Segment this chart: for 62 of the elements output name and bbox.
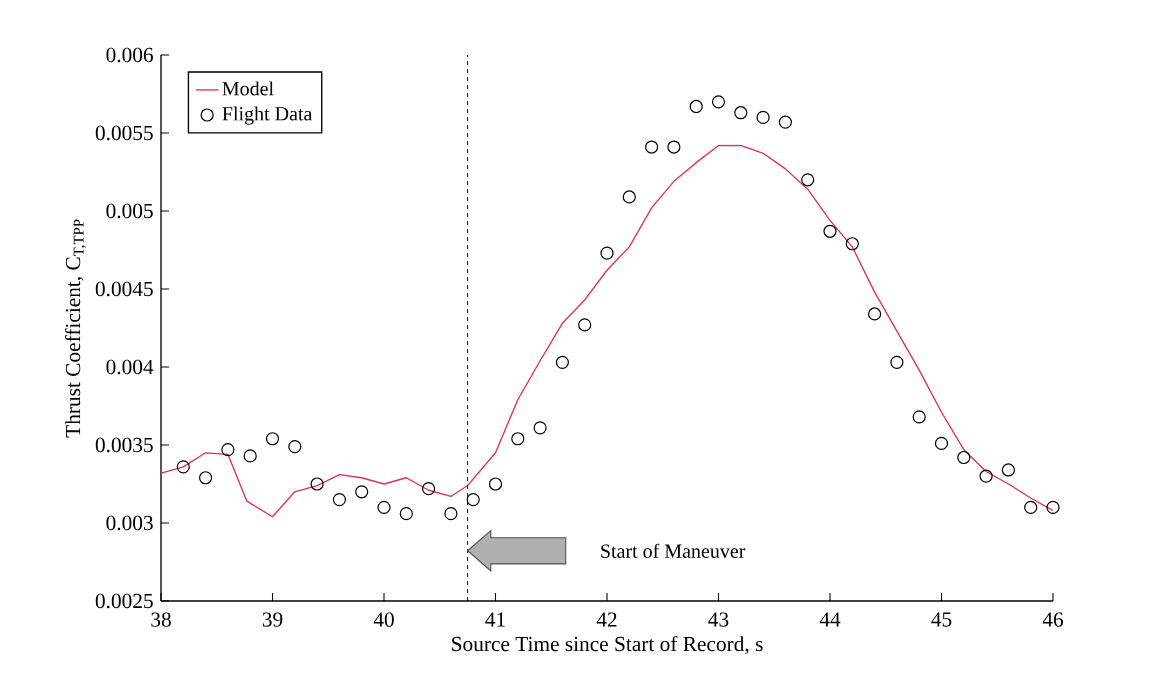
y-tick-label: 0.0045: [95, 281, 153, 297]
x-axis-title: Source Time since Start of Record, s: [452, 635, 763, 655]
point: [243, 449, 257, 463]
point: [957, 450, 971, 465]
y-tick-label: 0.004: [106, 359, 154, 375]
x-tick-label: 40: [373, 612, 394, 627]
point: [355, 485, 369, 499]
y-tick-label: 0.003: [106, 515, 153, 531]
y-tick-label: 0.0035: [95, 437, 153, 453]
point: [288, 439, 302, 454]
point: [979, 469, 993, 483]
point: [801, 173, 815, 187]
legend-label: Model: [222, 81, 274, 96]
point: [265, 432, 280, 446]
x-tick-label: 39: [262, 612, 283, 627]
point: [934, 436, 949, 451]
point: [845, 237, 859, 251]
x-tick-label: 38: [151, 612, 171, 627]
x-tick-label: 43: [708, 612, 729, 627]
point: [310, 477, 324, 491]
point: [578, 318, 592, 332]
point: [399, 507, 413, 521]
point: [199, 471, 213, 485]
point: [511, 432, 525, 446]
point: [600, 246, 614, 260]
point: [221, 443, 235, 457]
x-tick-label: 46: [1042, 612, 1064, 627]
point: [868, 307, 882, 321]
point: [332, 493, 346, 507]
point: [176, 460, 190, 474]
point: [912, 410, 926, 424]
point: [667, 140, 681, 154]
legend-label: Flight Data: [222, 106, 313, 125]
point: [377, 500, 391, 514]
point: [533, 421, 547, 435]
point: [890, 355, 904, 369]
point: [778, 115, 792, 129]
point: [622, 190, 636, 204]
point: [1046, 500, 1060, 514]
point: [823, 224, 837, 238]
point: [422, 482, 436, 496]
point: [444, 507, 458, 521]
x-tick-label: 45: [931, 612, 952, 627]
point: [645, 140, 659, 154]
x-tick-label: 44: [819, 612, 841, 627]
point: [1024, 500, 1038, 514]
point: [756, 110, 770, 124]
x-tick-label: 41: [485, 612, 505, 627]
y-tick-label: 0.0025: [95, 593, 153, 609]
point: [1001, 463, 1015, 477]
y-tick-label: 0.006: [106, 47, 153, 63]
y-axis-title: Thrust Coefficient, C$_{T,TPP}$: [65, 219, 86, 438]
point: [555, 355, 569, 369]
annotation: Start of Maneuver: [601, 543, 746, 558]
y-tick-label: 0.0055: [95, 125, 153, 141]
point: [734, 106, 748, 120]
point: [711, 95, 726, 109]
point: [466, 493, 480, 507]
x-tick-label: 42: [596, 612, 617, 627]
point: [689, 99, 703, 114]
point: [488, 477, 503, 491]
y-tick-label: 0.005: [106, 203, 153, 219]
